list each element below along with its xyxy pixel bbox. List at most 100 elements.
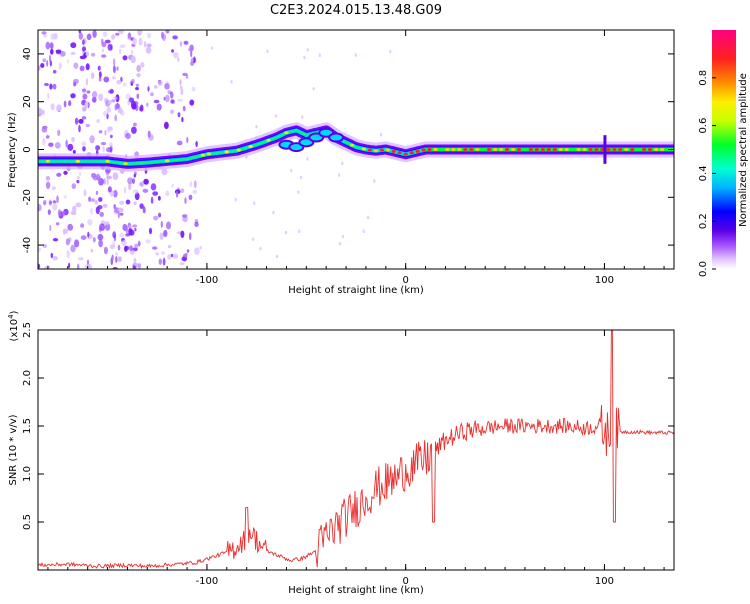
noise-blob (98, 71, 102, 78)
noise-blob (52, 256, 59, 261)
noise-blob (106, 106, 112, 113)
noise-blob (150, 92, 154, 97)
noise-blob (82, 88, 87, 92)
noise-blob (157, 80, 163, 86)
ridge-hotspot (624, 148, 629, 151)
noise-blob (298, 229, 301, 233)
noise-blob (106, 178, 109, 186)
noise-blob (45, 41, 51, 50)
noise-blob (131, 78, 135, 84)
noise-blob (108, 99, 113, 105)
noise-blob (77, 263, 80, 269)
ridge-hotspot (653, 148, 659, 151)
noise-blob (38, 65, 41, 71)
noise-blob (47, 209, 51, 215)
noise-blob (139, 104, 144, 112)
noise-blob (65, 238, 70, 246)
noise-blob (78, 30, 82, 34)
noise-blob (75, 202, 82, 208)
noise-blob (185, 73, 189, 79)
noise-blob (85, 123, 90, 128)
noise-blob (49, 224, 52, 231)
ridge-hotspot (540, 148, 545, 151)
noise-blob (115, 103, 121, 109)
noise-blob (116, 66, 119, 71)
noise-blob (45, 135, 50, 139)
noise-blob (78, 124, 81, 133)
noise-blob (177, 187, 180, 194)
noise-blob (130, 55, 136, 64)
noise-blob (338, 241, 342, 246)
noise-blob (379, 132, 383, 137)
ridge-hotspot (606, 148, 611, 151)
noise-blob (111, 254, 114, 261)
noise-blob (50, 252, 53, 259)
spectrogram-ticks: -100 0 100 -40 -20 0 20 40 (22, 30, 674, 286)
spectrogram-xlabel: Height of straight line (km) (288, 285, 424, 296)
noise-blob (132, 178, 135, 185)
colorbar-label: Normalized spectral amplitude (738, 73, 749, 227)
noise-blob (102, 203, 108, 208)
noise-blob (111, 76, 116, 80)
noise-blob (107, 43, 113, 51)
ridge-hotspot (415, 149, 420, 153)
noise-blob (177, 112, 181, 118)
noise-blob (112, 96, 118, 101)
noise-blob (114, 114, 117, 122)
noise-blob (52, 69, 57, 74)
y-tick-label: 1.0 (22, 466, 33, 482)
noise-blob (160, 220, 163, 228)
noise-blob (134, 227, 137, 232)
ridge-hotspot (528, 148, 534, 151)
noise-blob (139, 203, 144, 210)
noise-blob (193, 56, 196, 64)
snr-multiplier-exp: 4 (7, 314, 15, 319)
colorbar: 0.0 0.2 0.4 0.6 0.8 Normalized spectral ampl… (698, 30, 749, 277)
noise-blob (125, 199, 131, 205)
noise-blob (102, 146, 105, 153)
noise-blob (70, 244, 76, 253)
ridge-hotspot (647, 148, 653, 151)
noise-blob (52, 202, 58, 211)
noise-blob (119, 48, 122, 55)
noise-blob (165, 94, 170, 103)
colorbar-gradient (712, 30, 736, 269)
ridge-hotspot (45, 159, 51, 163)
noise-blob (318, 53, 321, 57)
noise-blob (373, 179, 376, 183)
noise-blob (299, 175, 303, 180)
noise-blob (72, 205, 77, 213)
ridge-hotspot (284, 131, 289, 135)
ridge-hotspot (200, 153, 206, 157)
noise-blob (43, 200, 47, 206)
noise-blob (74, 239, 80, 248)
noise-blob (101, 54, 107, 58)
noise-blob (80, 235, 87, 241)
ridge-hotspot (588, 148, 593, 151)
noise-blob (150, 183, 157, 191)
noise-blob (176, 140, 183, 146)
snr-ylabel: SNR (10 * v/v) (8, 414, 19, 485)
noise-blob (119, 212, 124, 216)
noise-blob (117, 207, 124, 213)
spectrogram-ylabel: Frequency (Hz) (7, 112, 18, 188)
ridge-hotspot (618, 148, 623, 151)
noise-blob (132, 224, 138, 228)
noise-blob (100, 142, 107, 146)
y-tick-label: 1.5 (22, 418, 33, 434)
ridge-hotspot (373, 149, 379, 153)
noise-blob (47, 93, 50, 99)
noise-blob (38, 247, 42, 252)
noise-blob (56, 195, 59, 204)
noise-blob (179, 79, 182, 86)
noise-blob (312, 87, 315, 91)
noise-blob (81, 141, 87, 146)
ridge-hotspot (379, 148, 384, 152)
noise-blob (195, 140, 198, 148)
x-tick-label: 100 (595, 576, 614, 587)
noise-blob (41, 31, 47, 35)
noise-blob (127, 32, 132, 39)
noise-blob (112, 239, 115, 248)
snr-frame (37, 329, 675, 571)
noise-blob (127, 177, 133, 185)
